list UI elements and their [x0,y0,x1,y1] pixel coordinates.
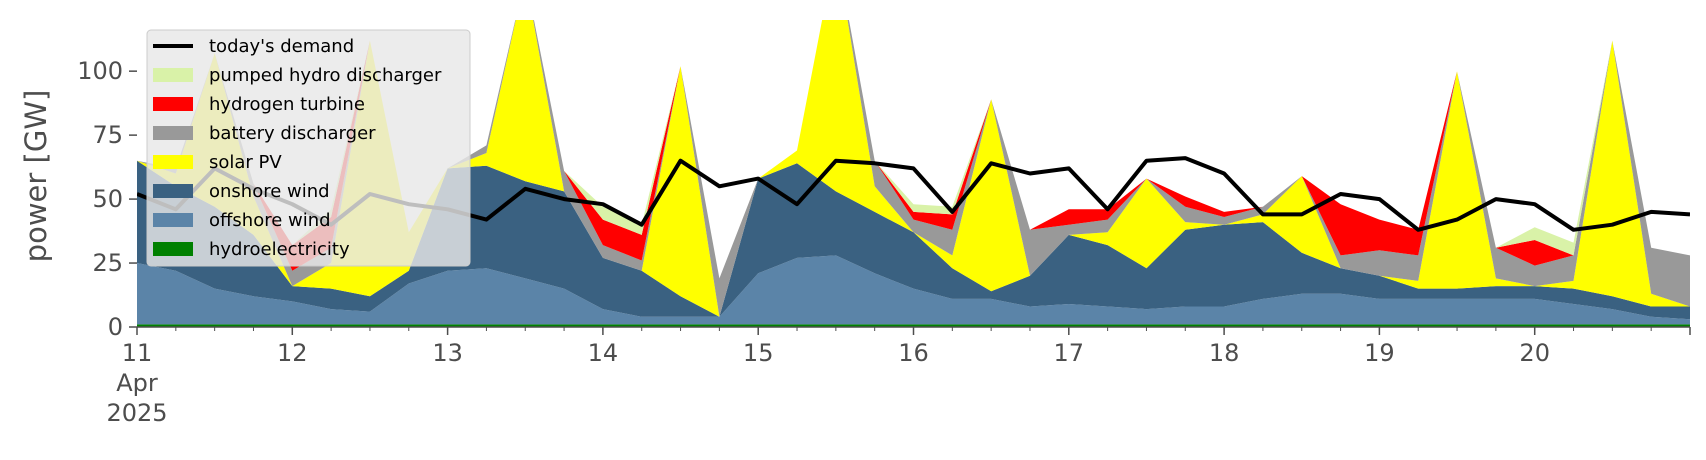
legend-swatch-hydroelectricity [153,242,193,256]
legend-swatch-solar-pv [153,155,193,169]
legend-label-hydroelectricity: hydroelectricity [209,239,350,260]
x-tick-label: 19 [1364,339,1395,367]
x-tick-label: 15 [743,339,774,367]
x-tick-label: 14 [588,339,619,367]
y-axis-title: power [GW] [19,90,53,263]
legend-label-onshore-wind: onshore wind [209,181,330,202]
y-tick-label: 100 [77,57,123,85]
legend-swatch-pumped-hydro-discharger [153,68,193,82]
y-tick-label: 0 [108,313,123,341]
x-tick-sublabel: Apr [116,369,158,397]
x-tick-label: 12 [277,339,308,367]
y-tick-label: 25 [92,249,123,277]
area-onshore-wind [137,160,1690,320]
legend-label-solar-pv: solar PV [209,152,282,173]
legend-swatch-offshore-wind [153,213,193,227]
legend-swatch-onshore-wind [153,184,193,198]
x-tick-label: 17 [1054,339,1085,367]
legend-box [146,29,471,267]
legend-swatch-hydrogen-turbine [153,97,193,111]
legend: today's demand pumped hydro discharger hyd… [146,29,471,267]
legend-label-offshore-wind: offshore wind [209,210,331,231]
x-tick-label: 20 [1519,339,1550,367]
area-solar-pv [137,20,1690,317]
y-tick-label: 50 [92,185,123,213]
legend-label-today-s-demand: today's demand [209,36,354,57]
x-tick-sublabel: 2025 [106,399,167,427]
x-tick-label: 18 [1209,339,1240,367]
legend-label-hydrogen-turbine: hydrogen turbine [209,94,365,115]
legend-label-pumped-hydro-discharger: pumped hydro discharger [209,65,442,86]
area-offshore-wind [137,255,1690,325]
legend-label-battery-discharger: battery discharger [209,123,376,144]
x-tick-label: 11 [122,339,153,367]
legend-swatch-battery-discharger [153,126,193,140]
x-tick-label: 13 [432,339,463,367]
x-tick-label: 16 [898,339,929,367]
y-tick-label: 75 [92,121,123,149]
